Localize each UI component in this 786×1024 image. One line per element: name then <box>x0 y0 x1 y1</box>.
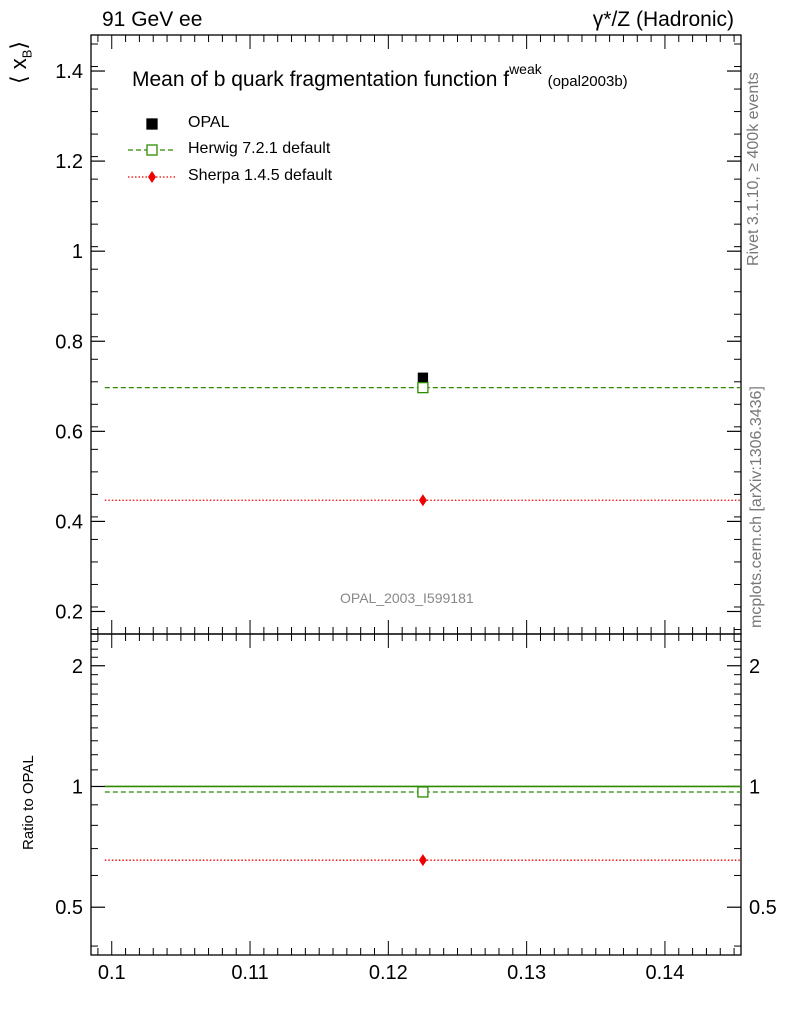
herwig-ratio-point <box>417 786 429 798</box>
ratio-plot-frame <box>90 633 742 956</box>
herwig-point <box>417 381 429 394</box>
ratio-ytick-label-left: 0.5 <box>55 897 83 919</box>
xtick-label: 0.13 <box>507 962 546 984</box>
ratio-ytick-label-left: 1 <box>72 776 83 798</box>
ratio-ytick-label-right: 1 <box>749 776 760 798</box>
plot-title: Mean of b quark fragmentation function f… <box>132 61 628 92</box>
sherpa-point <box>418 494 427 507</box>
ratio-ytick-label-right: 0.5 <box>749 897 777 919</box>
main-ytick-label: 1 <box>72 241 83 263</box>
legend-marker-herwig <box>146 144 158 156</box>
xtick-label: 0.11 <box>231 962 268 984</box>
legend-marker-opal <box>146 118 158 130</box>
sherpa-ratio-point <box>418 854 427 867</box>
xtick-label: 0.14 <box>645 962 684 984</box>
main-plot-frame <box>90 34 742 635</box>
legend-label-sherpa: Sherpa 1.4.5 default <box>188 167 333 184</box>
plot-title-sup: weak <box>509 61 542 77</box>
main-ytick-label: 1.4 <box>55 61 83 83</box>
main-ytick-label: 0.6 <box>55 421 83 443</box>
energy-label: 91 GeV ee <box>102 8 203 31</box>
main-ytick-label: 0.8 <box>55 331 83 353</box>
plot-title-sub: (opal2003b) <box>547 73 628 90</box>
ratio-ytick-label-right: 2 <box>749 656 760 678</box>
main-ytick-label: 0.2 <box>55 601 83 623</box>
main-ytick-label: 0.4 <box>55 511 83 533</box>
opal-point <box>417 372 429 383</box>
legend-label-opal: OPAL <box>188 114 230 131</box>
ratio-ytick-label-left: 2 <box>72 656 83 678</box>
plot-title-main: Mean of b quark fragmentation function f <box>132 68 510 91</box>
main-ytick-label: 1.2 <box>55 151 83 173</box>
analysis-watermark: OPAL_2003_I599181 <box>340 590 474 606</box>
process-label: γ*/Z (Hadronic) <box>592 8 734 31</box>
xtick-label: 0.1 <box>98 962 126 984</box>
xtick-label: 0.12 <box>369 962 408 984</box>
legend-label-herwig: Herwig 7.2.1 default <box>188 140 331 157</box>
legend-marker-sherpa <box>148 171 156 183</box>
